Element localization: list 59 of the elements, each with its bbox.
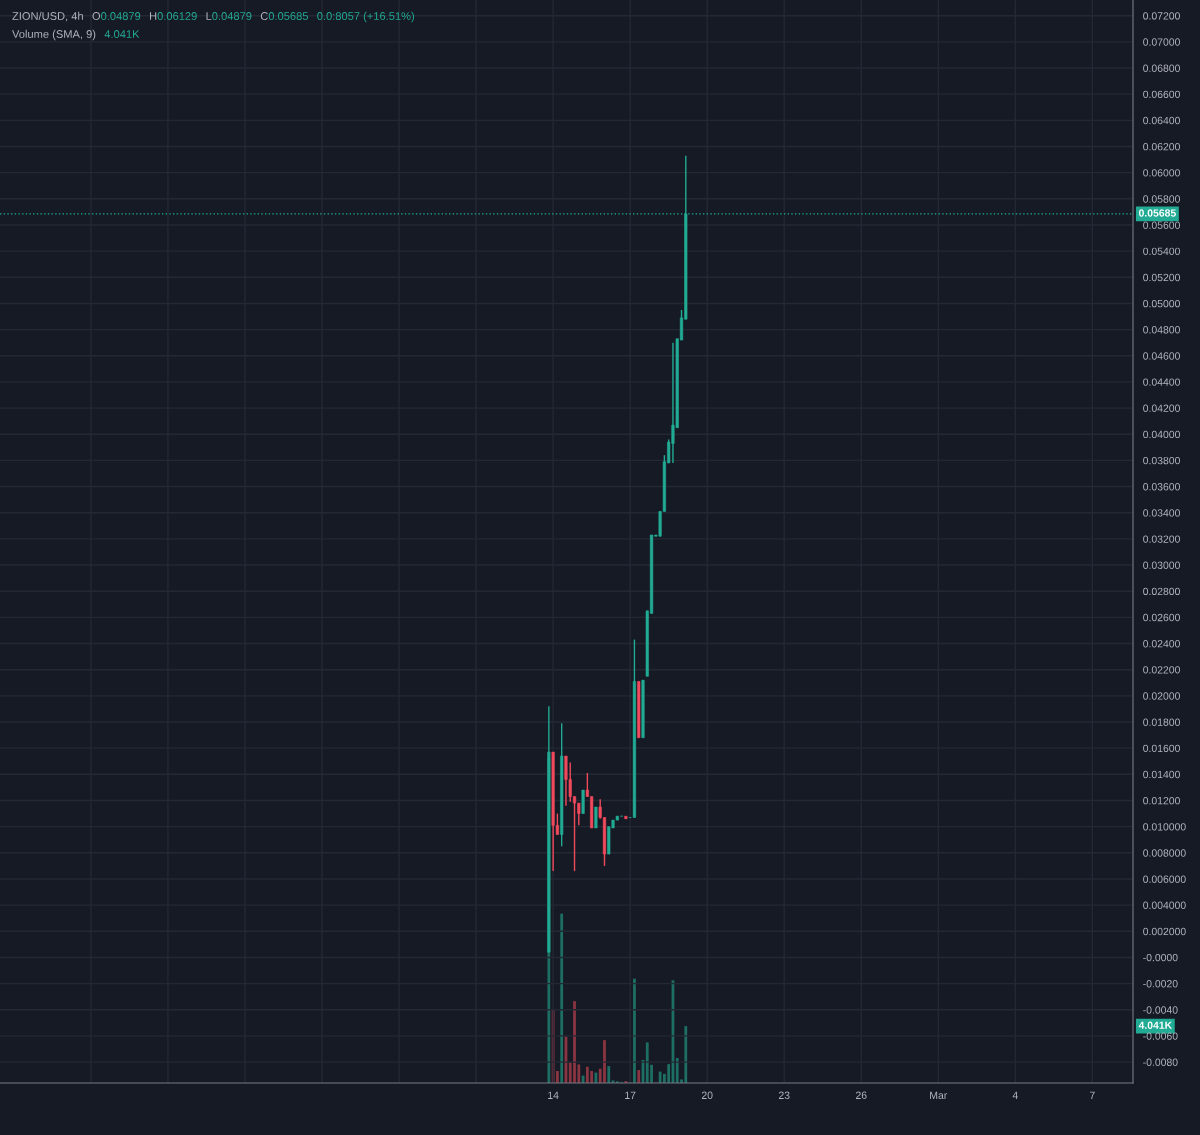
y-tick-label: -0.0020 — [1143, 980, 1178, 988]
y-tick-label: 0.05200 — [1143, 273, 1180, 282]
y-tick-label: -0.0080 — [1143, 1058, 1178, 1066]
x-tick-label: 17 — [625, 1091, 636, 1099]
y-tick-label: -0.0040 — [1143, 1006, 1178, 1014]
annotation: H0.06129 — [150, 12, 197, 20]
x-tick-label: 14 — [548, 1091, 559, 1099]
annotation: 4.041K — [104, 30, 140, 38]
y-tick-label: 0.02800 — [1143, 587, 1180, 596]
y-tick-label: 0.06000 — [1143, 169, 1180, 177]
y-tick-label: 0.004000 — [1143, 901, 1186, 909]
y-tick-label: 0.008000 — [1143, 849, 1186, 857]
y-tick-label: -0.0060 — [1143, 1032, 1178, 1040]
annotation: O0.04879 — [92, 12, 141, 20]
y-tick-label: 0.07200 — [1143, 12, 1180, 20]
y-tick-label: 0.05800 — [1143, 195, 1180, 203]
y-tick-label: 0.01800 — [1143, 718, 1180, 726]
y-tick-label: 0.04600 — [1143, 352, 1180, 360]
y-tick-label: 0.06200 — [1143, 142, 1180, 151]
x-tick-label: 23 — [778, 1091, 790, 1099]
x-tick-label: 4 — [1012, 1091, 1018, 1099]
y-tick-label: 0.01400 — [1143, 770, 1180, 779]
x-tick-label: Mar — [930, 1091, 948, 1099]
y-tick-label: 0.01600 — [1143, 744, 1180, 753]
annotation: 0.0:8057 (+16.51%) — [317, 11, 415, 23]
y-tick-label: 0.03200 — [1143, 535, 1180, 543]
x-tick-label: 20 — [701, 1091, 713, 1099]
y-tick-label: 0.07000 — [1143, 38, 1180, 46]
chart-title: Volume (SMA, 9) — [12, 29, 96, 41]
y-tick-label: 0.03400 — [1143, 509, 1180, 517]
y-tick-label: 0.002000 — [1143, 927, 1186, 936]
y-tick-label: 0.04000 — [1143, 430, 1180, 439]
y-tick-label: 0.006000 — [1143, 875, 1186, 883]
y-tick-label: 0.03000 — [1143, 561, 1180, 569]
y-tick-label: 0.05400 — [1143, 247, 1180, 256]
text: ZION/USD, 4h — [12, 11, 83, 22]
y-tick-label: 0.02600 — [1143, 613, 1180, 622]
y-tick-label: 0.01200 — [1143, 796, 1180, 805]
y-tick-label: 0.03800 — [1143, 456, 1180, 465]
annotation: L0.04879 — [206, 12, 252, 20]
ref-line-label: 0.05685 — [1138, 209, 1176, 217]
y-tick-label: 0.010000 — [1143, 823, 1186, 831]
y-tick-label: 0.06800 — [1143, 64, 1180, 72]
y-tick-label: 0.03600 — [1143, 483, 1180, 491]
x-tick-label: 26 — [855, 1091, 867, 1099]
y-tick-label: -0.0000 — [1143, 953, 1178, 962]
y-tick-label: 0.02000 — [1143, 692, 1180, 700]
y-tick-label: 0.04400 — [1143, 378, 1180, 386]
y-tick-label: 0.04800 — [1143, 326, 1180, 334]
y-tick-label: 0.06600 — [1143, 90, 1180, 99]
y-tick-label: 0.05600 — [1143, 221, 1180, 229]
x-tick-label: 7 — [1089, 1091, 1095, 1099]
y-tick-label: 0.02400 — [1143, 640, 1180, 648]
annotation: 4.041K — [1138, 1021, 1173, 1029]
y-tick-label: 0.05000 — [1143, 299, 1180, 308]
y-tick-label: 0.06400 — [1143, 116, 1180, 125]
y-tick-label: 0.02200 — [1143, 666, 1180, 674]
y-tick-label: 0.04200 — [1143, 404, 1180, 412]
annotation: C0.05685 — [260, 12, 308, 20]
